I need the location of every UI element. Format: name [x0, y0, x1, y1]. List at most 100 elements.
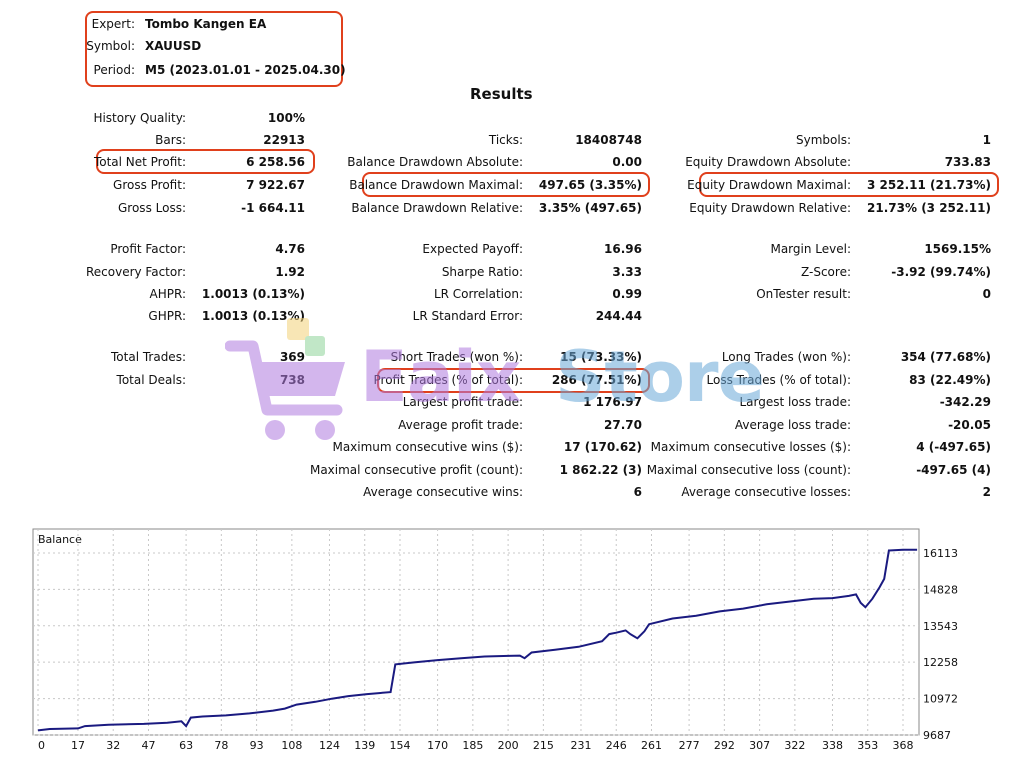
avg-profit-value: 27.70 [604, 418, 642, 432]
equity-dd-rel-value: 21.73% (3 252.11) [867, 201, 991, 215]
long-trades-label: Long Trades (won %): [721, 350, 851, 364]
z-score-label: Z-Score: [801, 265, 851, 279]
margin-level-value: 1569.15% [924, 242, 991, 256]
x-tick-label: 292 [714, 739, 735, 752]
ticks-label: Ticks: [488, 133, 523, 147]
x-tick-label: 78 [214, 739, 228, 752]
short-trades-label: Short Trades (won %): [390, 350, 523, 364]
symbol-label: Symbol: [86, 39, 135, 53]
profit-factor-label: Profit Factor: [110, 242, 186, 256]
history-quality-label: History Quality: [93, 111, 186, 125]
symbol-value: XAUUSD [145, 39, 202, 53]
ontester-value: 0 [982, 287, 991, 301]
largest-loss-label: Largest loss trade: [739, 395, 851, 409]
chart-title: Balance [38, 533, 82, 546]
x-tick-label: 368 [893, 739, 914, 752]
expert-label: Expert: [91, 17, 135, 31]
x-tick-label: 93 [250, 739, 264, 752]
x-tick-label: 17 [71, 739, 85, 752]
balance-dd-rel-value: 3.35% (497.65) [538, 201, 642, 215]
chart-y-ticks: 16113 14828 13543 12258 10972 9687 [923, 547, 958, 742]
x-tick-label: 215 [533, 739, 554, 752]
maximal-consec-profit-value: 1 862.22 (3) [559, 463, 642, 477]
ghpr-value: 1.0013 (0.13%) [201, 309, 305, 323]
chart-plot-frame [32, 528, 920, 736]
lr-std-error-label: LR Standard Error: [412, 309, 523, 323]
y-tick-label: 10972 [923, 693, 958, 706]
short-trades-value: 15 (73.33%) [560, 350, 642, 364]
x-tick-label: 277 [679, 739, 700, 752]
total-trades-label: Total Trades: [111, 350, 186, 364]
results-title: Results [470, 85, 533, 103]
equity-dd-highlight-box [699, 172, 999, 197]
equity-dd-rel-label: Equity Drawdown Relative: [689, 201, 851, 215]
chart-gridlines [33, 529, 919, 736]
recovery-factor-label: Recovery Factor: [85, 265, 186, 279]
symbols-value: 1 [982, 133, 991, 147]
equity-dd-abs-label: Equity Drawdown Absolute: [685, 155, 851, 169]
balance-series-line [37, 548, 918, 732]
ahpr-value: 1.0013 (0.13%) [201, 287, 305, 301]
x-tick-label: 307 [749, 739, 770, 752]
balance-dd-highlight-box [362, 172, 650, 197]
x-tick-label: 246 [606, 739, 627, 752]
x-tick-label: 338 [822, 739, 843, 752]
ghpr-label: GHPR: [148, 309, 186, 323]
y-tick-label: 16113 [923, 547, 958, 560]
header-highlight-box [85, 11, 343, 87]
avg-profit-label: Average profit trade: [398, 418, 523, 432]
x-tick-label: 32 [106, 739, 120, 752]
y-tick-label: 13543 [923, 620, 958, 633]
sharpe-ratio-label: Sharpe Ratio: [441, 265, 523, 279]
x-tick-label: 200 [498, 739, 519, 752]
maximal-consec-profit-label: Maximal consecutive profit (count): [309, 463, 523, 477]
loss-trades-label: Loss Trades (% of total): [706, 373, 852, 387]
profit-trades-label: Profit Trades (% of total): [373, 373, 523, 387]
balance-dd-max-value: 497.65 (3.35%) [538, 178, 642, 192]
bars-value: 22913 [263, 133, 305, 147]
x-tick-label: 322 [784, 739, 805, 752]
y-tick-label: 14828 [923, 583, 958, 596]
profit-trades-highlight-box [377, 368, 650, 393]
maximal-consec-loss-value: -497.65 (4) [916, 463, 991, 477]
net-profit-highlight-box [96, 149, 315, 174]
profit-factor-value: 4.76 [275, 242, 305, 256]
bars-label: Bars: [155, 133, 186, 147]
largest-loss-value: -342.29 [939, 395, 991, 409]
x-tick-label: 0 [38, 739, 45, 752]
total-net-profit-label: Total Net Profit: [93, 155, 186, 169]
x-tick-label: 124 [319, 739, 340, 752]
recovery-factor-value: 1.92 [275, 265, 305, 279]
expected-payoff-value: 16.96 [604, 242, 642, 256]
largest-profit-label: Largest profit trade: [402, 395, 523, 409]
avg-consec-wins-value: 6 [633, 485, 642, 499]
y-tick-label: 9687 [923, 729, 951, 742]
x-tick-label: 231 [570, 739, 591, 752]
symbols-label: Symbols: [796, 133, 851, 147]
equity-dd-abs-value: 733.83 [944, 155, 991, 169]
period-label: Period: [93, 63, 135, 77]
history-quality-value: 100% [267, 111, 305, 125]
x-tick-label: 108 [281, 739, 302, 752]
total-net-profit-value: 6 258.56 [246, 155, 305, 169]
balance-dd-rel-label: Balance Drawdown Relative: [351, 201, 523, 215]
max-consec-losses-label: Maximum consecutive losses ($): [650, 440, 851, 454]
total-deals-label: Total Deals: [116, 373, 186, 387]
ontester-label: OnTester result: [756, 287, 851, 301]
sharpe-ratio-value: 3.33 [612, 265, 642, 279]
x-tick-label: 261 [641, 739, 662, 752]
ticks-value: 18408748 [575, 133, 642, 147]
gross-loss-value: -1 664.11 [241, 201, 305, 215]
avg-loss-label: Average loss trade: [734, 418, 851, 432]
period-value: M5 (2023.01.01 - 2025.04.30) [145, 63, 346, 77]
maximal-consec-loss-label: Maximal consecutive loss (count): [646, 463, 851, 477]
avg-consec-wins-label: Average consecutive wins: [363, 485, 523, 499]
lr-std-error-value: 244.44 [595, 309, 642, 323]
equity-dd-max-value: 3 252.11 (21.73%) [867, 178, 991, 192]
largest-profit-value: 1 176.97 [583, 395, 642, 409]
avg-loss-value: -20.05 [948, 418, 991, 432]
expected-payoff-label: Expected Payoff: [422, 242, 523, 256]
balance-dd-abs-label: Balance Drawdown Absolute: [347, 155, 523, 169]
expert-value: Tombo Kangen EA [145, 17, 267, 31]
